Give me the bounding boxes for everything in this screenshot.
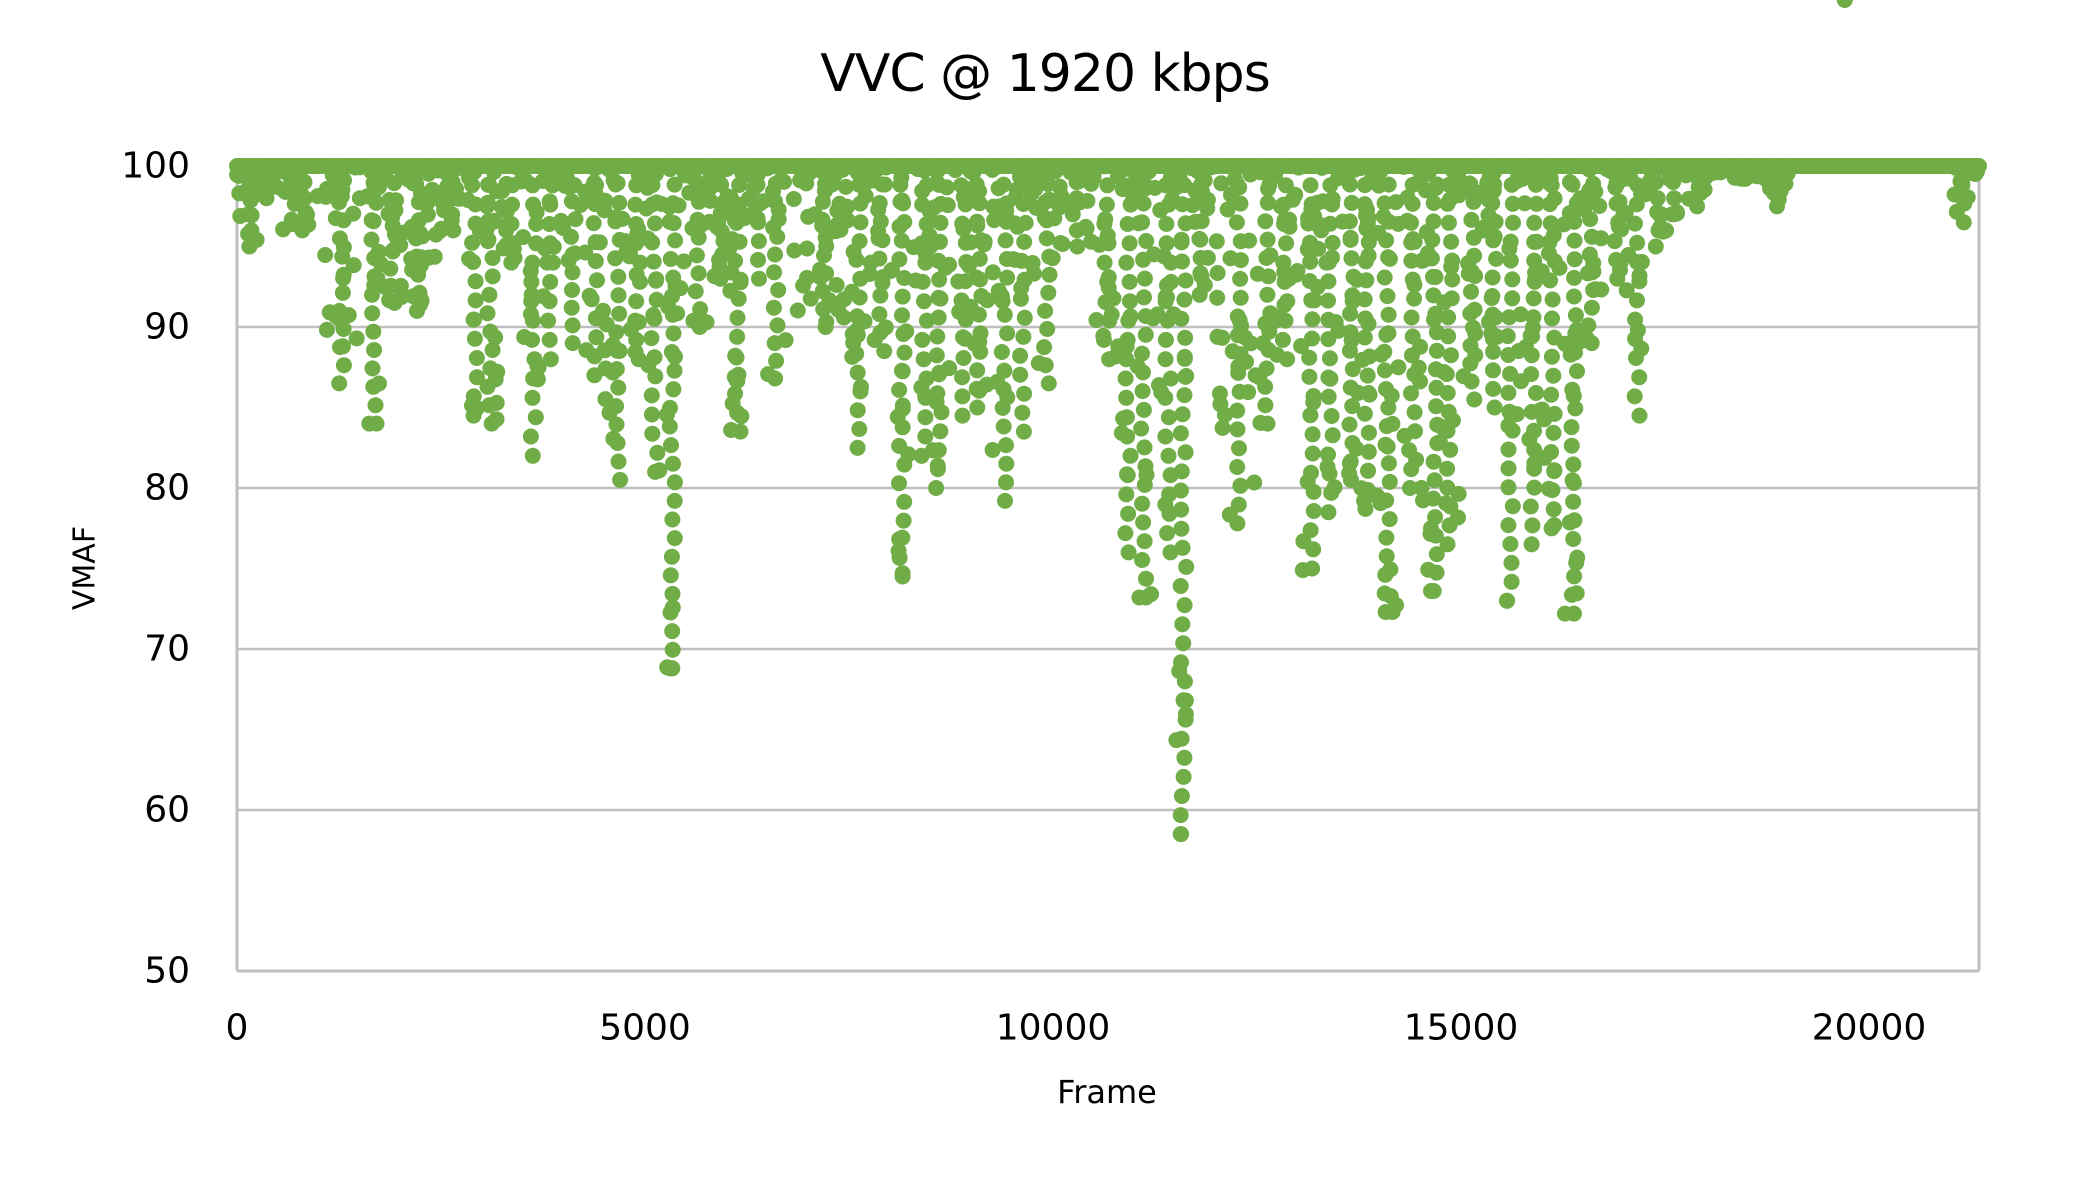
notable-point <box>664 660 681 677</box>
notable-point <box>1423 583 1439 599</box>
notable-point <box>1499 592 1515 609</box>
chart-title: VVC @ 1920 kbps <box>820 44 1271 104</box>
x-tick-20000: 20000 <box>1811 1007 1927 1049</box>
x-tick-5000: 5000 <box>599 1007 691 1049</box>
x-tick-15000: 15000 <box>1403 1007 1519 1049</box>
y-tick-60: 60 <box>144 789 190 831</box>
notable-point <box>894 565 911 582</box>
notable-point <box>1971 158 1987 174</box>
y-tick-70: 70 <box>144 628 190 670</box>
notable-point <box>1384 604 1401 620</box>
y-axis-label: VMAF <box>67 525 103 611</box>
notable-point <box>1556 605 1573 622</box>
notable-point <box>723 422 740 438</box>
notable-point <box>1294 562 1311 579</box>
vmaf-series <box>229 0 1987 843</box>
y-tick-90: 90 <box>144 306 190 348</box>
x-axis-label: Frame <box>1057 1073 1157 1111</box>
x-tick-0: 0 <box>225 1007 249 1049</box>
x-tick-10000: 10000 <box>995 1007 1111 1049</box>
y-tick-80: 80 <box>144 467 190 509</box>
notable-point <box>1131 589 1148 606</box>
notable-point <box>1173 826 1190 843</box>
y-tick-50: 50 <box>144 950 190 992</box>
y-tick-100: 100 <box>121 145 190 187</box>
notable-point <box>361 415 378 432</box>
